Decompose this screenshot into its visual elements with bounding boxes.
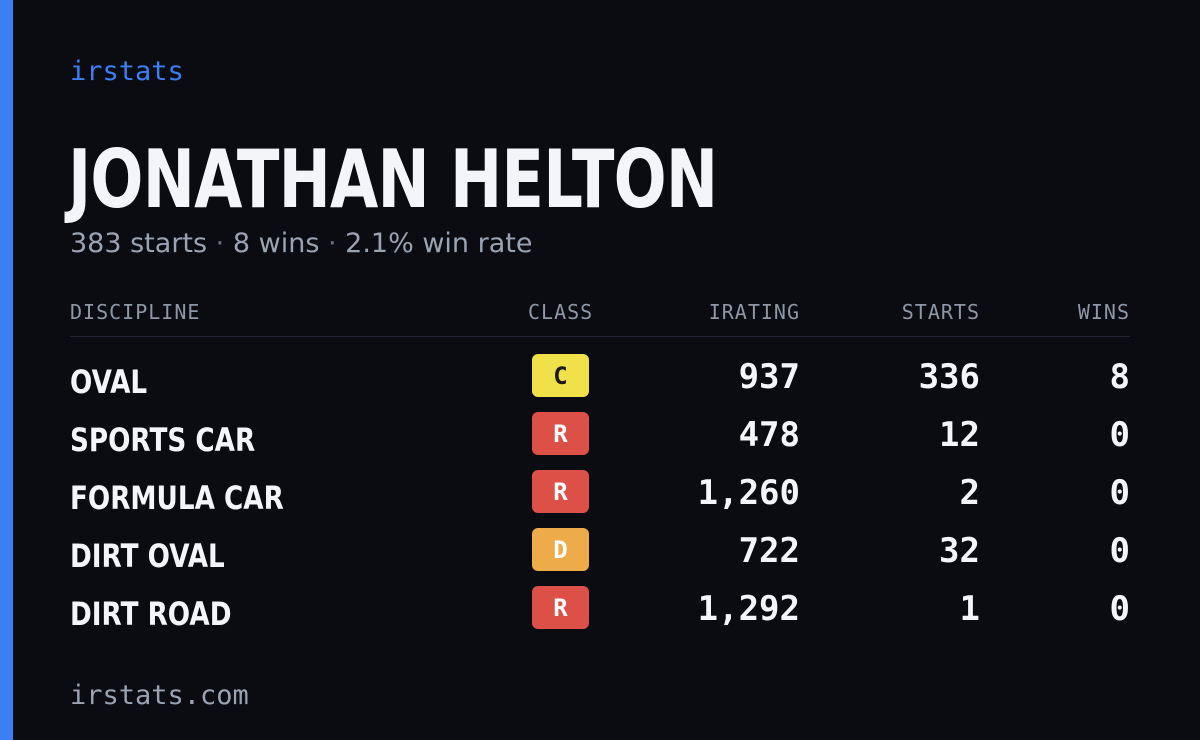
table-header: DISCIPLINE CLASS IRATING STARTS WINS — [70, 296, 1130, 337]
starts-value: 336 — [918, 357, 980, 397]
irating-value: 478 — [738, 415, 800, 455]
discipline-name: DIRT ROAD — [70, 595, 232, 633]
wins-value: 0 — [1109, 589, 1130, 629]
wins-value: 0 — [1109, 473, 1130, 513]
irating-value: 1,292 — [697, 589, 800, 629]
license-class-badge: D — [532, 528, 589, 571]
license-class-badge: R — [532, 586, 589, 629]
win-rate-summary: 2.1% win rate — [345, 228, 533, 259]
brand-logo[interactable]: irstats — [70, 56, 184, 87]
irating-value: 722 — [738, 531, 800, 571]
wins-value: 8 — [1109, 357, 1130, 397]
license-class-badge: R — [532, 412, 589, 455]
irating-value: 1,260 — [697, 473, 800, 513]
header-wins: WINS — [1077, 300, 1130, 324]
header-starts: STARTS — [901, 300, 980, 324]
starts-value: 32 — [939, 531, 980, 571]
starts-value: 12 — [939, 415, 980, 455]
footer-url[interactable]: irstats.com — [70, 680, 249, 711]
discipline-table: DISCIPLINE CLASS IRATING STARTS WINS OVA… — [70, 296, 1130, 643]
table-row: FORMULA CAR R 1,260 2 0 — [70, 469, 1130, 527]
header-discipline: DISCIPLINE — [70, 300, 201, 324]
table-row: SPORTS CAR R 478 12 0 — [70, 411, 1130, 469]
driver-name: JONATHAN HELTON — [68, 133, 718, 226]
wins-value: 0 — [1109, 415, 1130, 455]
table-row: DIRT ROAD R 1,292 1 0 — [70, 585, 1130, 643]
wins-summary: 8 wins — [232, 228, 320, 259]
starts-value: 1 — [959, 589, 980, 629]
discipline-name: DIRT OVAL — [70, 537, 225, 575]
discipline-name: SPORTS CAR — [70, 421, 256, 459]
starts-summary: 383 starts — [70, 228, 208, 259]
wins-value: 0 — [1109, 531, 1130, 571]
discipline-name: OVAL — [70, 363, 148, 401]
discipline-name: FORMULA CAR — [70, 479, 284, 517]
irating-value: 937 — [738, 357, 800, 397]
table-body: OVAL C 937 336 8 SPORTS CAR R 478 12 0 F… — [70, 353, 1130, 643]
summary-separator: · — [215, 228, 225, 259]
license-class-badge: R — [532, 470, 589, 513]
table-row: OVAL C 937 336 8 — [70, 353, 1130, 411]
header-class: CLASS — [528, 300, 594, 324]
accent-bar — [0, 0, 13, 740]
license-class-badge: C — [532, 354, 589, 397]
starts-value: 2 — [959, 473, 980, 513]
table-row: DIRT OVAL D 722 32 0 — [70, 527, 1130, 585]
driver-summary: 383 starts · 8 wins · 2.1% win rate — [70, 228, 532, 259]
summary-separator: · — [327, 228, 337, 259]
header-irating: IRATING — [708, 300, 800, 324]
